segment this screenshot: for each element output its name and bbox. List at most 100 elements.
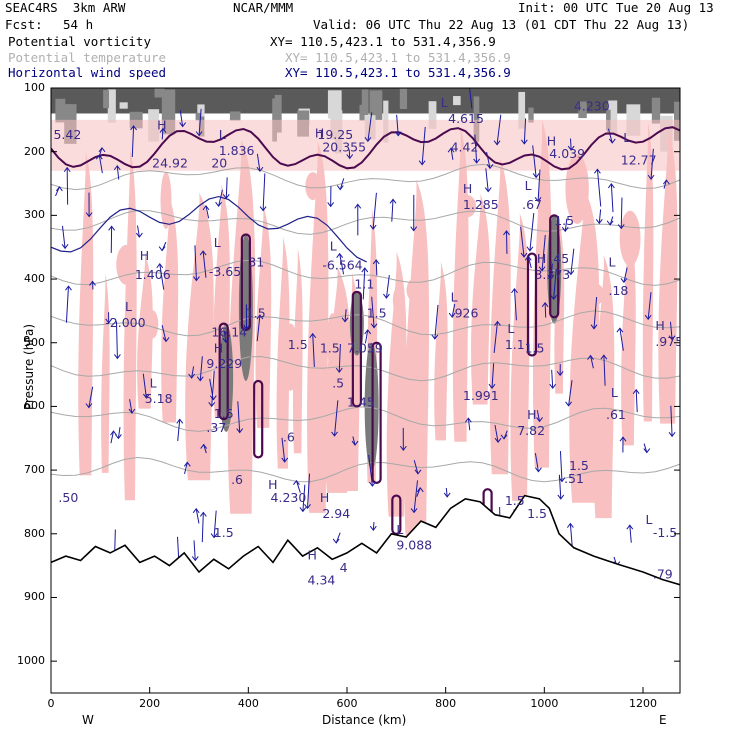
wind-arrowhead	[500, 434, 508, 440]
wind-vector	[413, 480, 419, 513]
wind-arrowhead	[176, 418, 184, 424]
wind-vector	[211, 370, 215, 407]
wind-vector	[362, 267, 366, 300]
pv-strat-texture	[229, 111, 241, 121]
wind-vector	[218, 189, 223, 207]
wind-arrowhead	[535, 467, 542, 473]
pv-positive-region	[658, 128, 678, 424]
wind-vector	[520, 226, 525, 258]
wind-arrowhead	[493, 140, 501, 146]
pv-strat-texture	[103, 90, 109, 109]
wind-arrowhead	[567, 145, 575, 151]
pv-strat-texture	[399, 88, 408, 110]
wind-arrowhead	[410, 508, 418, 514]
wind-arrowhead	[336, 252, 344, 258]
pv-positive-region	[386, 251, 407, 517]
contour-annotation: -2.000	[105, 315, 145, 330]
y-tick-label: 700	[24, 463, 45, 477]
x-tick-label: 1000	[530, 697, 559, 710]
wind-vector	[607, 128, 613, 144]
pv-strat-texture	[369, 90, 383, 120]
wind-vector	[88, 386, 94, 408]
wind-vector	[372, 192, 377, 230]
contour-annotation: 20.355	[322, 140, 366, 155]
wind-vector	[116, 165, 120, 180]
wind-vector	[568, 380, 573, 406]
pv-positive-region	[305, 172, 321, 201]
pv-strat-texture	[361, 89, 369, 116]
wind-vector	[474, 134, 478, 163]
wind-arrowhead	[110, 430, 117, 436]
wind-arrowhead	[108, 225, 116, 231]
wind-vector	[62, 225, 66, 249]
field-xy-pv: XY= 110.5,423.1 to 531.4,356.9	[270, 34, 496, 49]
wind-arrowhead	[65, 285, 72, 291]
wind-vector	[205, 205, 210, 219]
wind-vector	[536, 410, 541, 422]
contour-annotation: L	[125, 299, 132, 314]
wind-vector	[371, 296, 375, 328]
wind-arrowhead	[354, 203, 362, 209]
pv-positive-region	[292, 247, 303, 454]
field-xy-wind: XY= 110.5,423.1 to 531.4,356.9	[285, 65, 511, 80]
pv-strat-texture	[195, 112, 202, 121]
wind-vector	[523, 118, 527, 144]
contour-annotation: 20	[211, 156, 227, 171]
wind-arrowhead	[494, 437, 502, 444]
contour-annotation: 1.45	[347, 394, 375, 409]
wind-arrowhead	[191, 556, 199, 562]
wind-vector	[413, 460, 419, 474]
contour-annotation: 4.230	[574, 98, 610, 113]
wind-vector	[161, 325, 167, 342]
wind-arrowhead	[370, 323, 378, 329]
contour-annotation: 24.92	[152, 156, 188, 171]
wind-vector	[191, 366, 195, 379]
contour-annotation: 1.991	[463, 388, 499, 403]
wind-arrowhead	[566, 522, 574, 528]
wind-vector	[570, 138, 572, 151]
wind-vector	[663, 180, 667, 189]
wind-arrowhead	[85, 212, 93, 218]
pv-positive-region	[161, 197, 179, 423]
contour-annotation: 1.5	[569, 458, 589, 473]
wind-vector	[494, 424, 499, 443]
wind-arrowhead	[135, 232, 143, 238]
wind-vector	[256, 314, 261, 342]
x-tick-label: 800	[435, 697, 457, 710]
contour-annotation: H	[157, 117, 166, 132]
theta-contour	[51, 310, 680, 337]
pv-positive-region	[619, 210, 641, 267]
wind-arrowhead	[532, 173, 540, 179]
pv-tropopause-contour	[51, 126, 680, 171]
wind-arrowhead	[209, 395, 217, 401]
pv-strat-texture	[473, 96, 480, 142]
wind-vector	[198, 108, 202, 136]
wind-arrowhead	[210, 533, 218, 539]
wind-arrowhead	[662, 179, 670, 185]
x-tick-label: 200	[139, 697, 161, 710]
contour-annotation: L	[611, 385, 618, 400]
pv-strat-texture	[274, 94, 282, 133]
wind-arrowhead	[200, 443, 208, 449]
pv-cell-contour	[371, 341, 382, 484]
contour-annotation: L	[219, 127, 226, 142]
pv-strat-texture	[518, 91, 526, 129]
pv-strat-texture	[608, 100, 618, 135]
wind-vector	[623, 267, 628, 283]
wind-arrowhead	[85, 403, 93, 409]
wind-vector	[553, 268, 557, 300]
wind-arrowhead	[620, 277, 628, 284]
wind-arrowhead	[208, 402, 216, 408]
wind-arrowhead	[293, 479, 300, 486]
theta-contour	[51, 406, 680, 432]
wind-vector	[620, 197, 623, 229]
contour-annotation: 1.5	[554, 213, 574, 228]
theta-contour	[51, 163, 680, 191]
wind-vector	[199, 356, 203, 381]
contour-annotation: H	[140, 248, 149, 263]
contour-annotation: 1.5	[214, 525, 234, 540]
wind-arrowhead	[256, 314, 264, 320]
wind-arrowhead	[202, 205, 210, 211]
wind-arrowhead	[565, 401, 572, 407]
contour-annotation: 1.5	[246, 305, 266, 320]
